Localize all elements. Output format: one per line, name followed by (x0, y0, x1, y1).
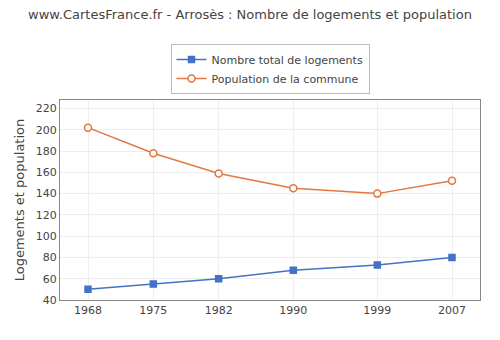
svg-text:120: 120 (36, 209, 57, 222)
svg-text:Logements et population: Logements et population (12, 119, 27, 282)
svg-text:200: 200 (36, 124, 57, 137)
svg-text:1982: 1982 (205, 304, 233, 317)
svg-text:40: 40 (43, 294, 57, 307)
svg-text:140: 140 (36, 187, 57, 200)
svg-text:80: 80 (43, 251, 57, 264)
svg-text:160: 160 (36, 166, 57, 179)
svg-text:1990: 1990 (279, 304, 307, 317)
svg-text:Population de la commune: Population de la commune (212, 73, 359, 86)
svg-text:Nombre total de logements: Nombre total de logements (212, 54, 363, 67)
svg-text:1999: 1999 (363, 304, 391, 317)
svg-text:2007: 2007 (438, 304, 466, 317)
svg-text:1975: 1975 (139, 304, 167, 317)
svg-text:100: 100 (36, 230, 57, 243)
svg-text:1968: 1968 (74, 304, 102, 317)
svg-text:220: 220 (36, 102, 57, 115)
svg-text:www.CartesFrance.fr - Arrosès: www.CartesFrance.fr - Arrosès : Nombre d… (28, 7, 472, 22)
svg-text:60: 60 (43, 273, 57, 286)
svg-text:180: 180 (36, 145, 57, 158)
